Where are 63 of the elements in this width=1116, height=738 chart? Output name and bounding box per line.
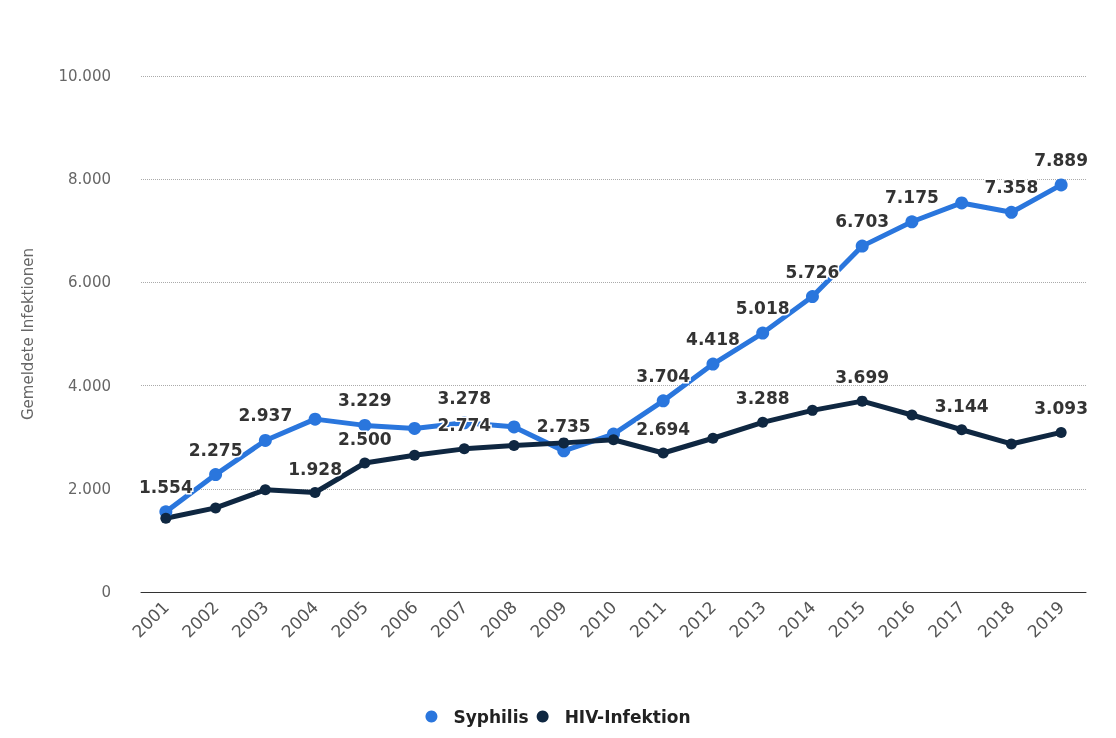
y-tick-label: 8.000	[68, 170, 111, 189]
data-label: 2.694	[636, 418, 691, 439]
legend-label: Syphilis	[453, 706, 529, 727]
y-axis-title: Gemeldete Infektionen	[18, 247, 37, 421]
data-label: 5.018	[735, 298, 790, 319]
point	[508, 439, 520, 451]
point	[955, 196, 969, 210]
point	[210, 502, 222, 514]
point	[805, 290, 819, 304]
data-label: 7.358	[984, 177, 1039, 198]
point	[1005, 438, 1017, 450]
data-label: 1.554	[138, 476, 193, 497]
legend-label: HIV-Infektion	[564, 706, 691, 727]
data-label: 1.928	[288, 458, 342, 479]
point	[806, 404, 818, 416]
y-tick-label: 6.000	[68, 273, 111, 292]
point	[657, 447, 669, 459]
data-label: 3.093	[1034, 398, 1089, 419]
point	[507, 420, 521, 434]
data-label: 3.288	[735, 388, 790, 409]
point	[408, 421, 422, 435]
point	[905, 215, 919, 229]
point	[608, 434, 619, 446]
point	[1004, 205, 1018, 219]
point	[308, 412, 322, 426]
point	[706, 357, 720, 371]
point	[258, 433, 272, 447]
data-label: 3.278	[437, 387, 492, 408]
data-label: 7.175	[885, 186, 939, 207]
point	[1055, 426, 1067, 438]
data-label: 6.703	[835, 211, 890, 232]
y-tick-label: 4.000	[68, 376, 111, 395]
data-label: 2.500	[337, 429, 392, 449]
point	[458, 443, 470, 455]
y-tick-label: 0	[101, 583, 111, 601]
point	[259, 484, 271, 496]
data-label: 3.144	[934, 395, 989, 416]
data-label: 4.418	[686, 329, 740, 350]
data-label: 3.699	[835, 367, 890, 388]
data-label: 2.735	[536, 415, 591, 436]
data-label: 7.889	[1034, 149, 1089, 170]
point	[656, 394, 670, 408]
point	[359, 457, 371, 469]
point	[160, 512, 172, 524]
point	[707, 432, 719, 444]
point	[906, 409, 918, 421]
data-label: 2.275	[188, 439, 243, 460]
data-label: 2.937	[238, 405, 293, 426]
point	[209, 468, 223, 482]
point	[956, 424, 968, 436]
point	[856, 395, 868, 407]
y-tick-label: 2.000	[68, 479, 111, 498]
data-label: 3.229	[337, 390, 392, 411]
point	[309, 487, 321, 499]
point	[358, 418, 372, 432]
point	[756, 326, 770, 340]
y-tick-label: 10.000	[58, 67, 111, 85]
data-label: 3.704	[636, 365, 691, 386]
point	[558, 437, 570, 449]
point	[757, 416, 769, 428]
point	[409, 449, 421, 461]
point	[855, 239, 869, 253]
point	[1054, 178, 1068, 192]
